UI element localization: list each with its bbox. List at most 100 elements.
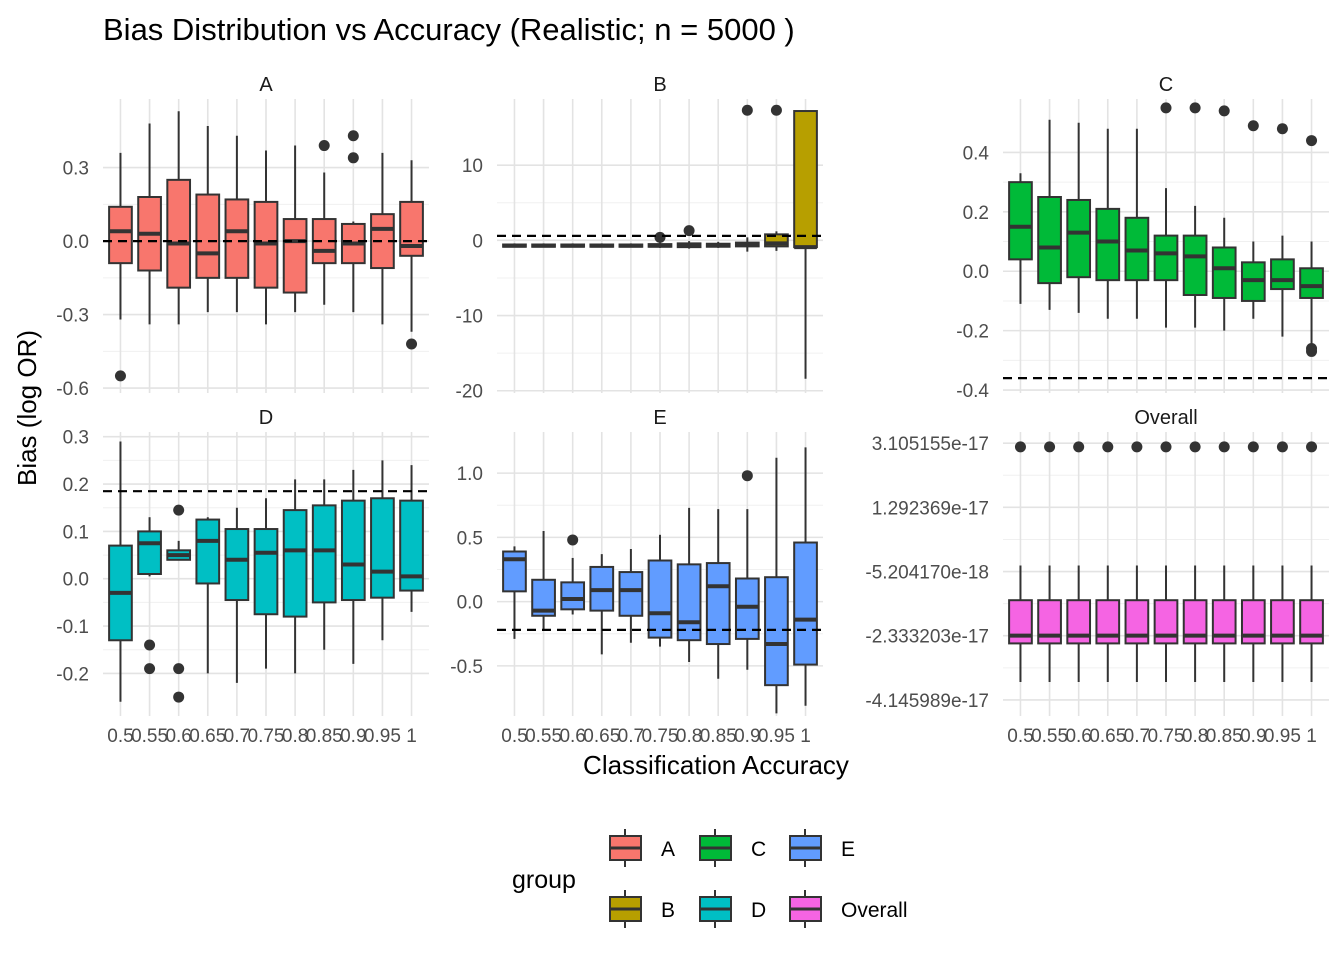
- x-tick-label: 0.95: [364, 726, 401, 747]
- box-0.6: [1066, 441, 1092, 683]
- box-body: [1153, 234, 1179, 282]
- box-body: [1182, 234, 1208, 297]
- box-body: [560, 581, 586, 611]
- box-body: [647, 559, 673, 639]
- outlier-point: [1247, 120, 1259, 132]
- box-body: [1153, 599, 1179, 645]
- y-tick-label: 0.0: [963, 262, 989, 283]
- x-tick-label: 0.85: [700, 726, 737, 747]
- box-0.95: [370, 152, 395, 325]
- box-0.7: [1124, 128, 1150, 319]
- legend-label: C: [751, 838, 766, 861]
- box-body: [1270, 258, 1295, 291]
- y-tick-label: 0.3: [63, 428, 89, 449]
- panel-overall: Overall -4.145989e-17 -2.333203e-17 -5.2041…: [865, 407, 1329, 747]
- outlier-point: [173, 504, 185, 516]
- y-tick-label: 0.2: [63, 475, 89, 496]
- facet-label: E: [653, 407, 666, 429]
- facet-label: B: [653, 74, 666, 96]
- y-tick-label: 0.1: [63, 522, 89, 543]
- box-0.55: [1037, 441, 1062, 683]
- outlier-point: [1160, 441, 1172, 453]
- y-tick-label: 0.0: [63, 232, 89, 253]
- box-body: [370, 497, 395, 599]
- box-0.9: [340, 469, 366, 664]
- box-0.95: [1270, 123, 1295, 337]
- box-0.75: [647, 231, 673, 248]
- box-0.8: [676, 507, 702, 663]
- box-body: [531, 578, 556, 617]
- outlier-point: [770, 104, 782, 116]
- y-tick-label: 3.105155e-17: [872, 434, 989, 455]
- box-0.55: [1037, 119, 1062, 310]
- box-0.8: [1182, 102, 1208, 328]
- box-0.6: [560, 243, 586, 248]
- box-body: [764, 576, 789, 687]
- y-tick-label: 0.0: [63, 570, 89, 591]
- x-tick-label: 0.65: [189, 726, 226, 747]
- box-body: [1211, 246, 1237, 299]
- box-body: [793, 110, 818, 249]
- outlier-point: [1306, 441, 1318, 453]
- box-1: [1299, 135, 1324, 357]
- legend-label: E: [841, 838, 855, 861]
- y-tick-label: -0.1: [56, 617, 89, 638]
- y-tick-label: -0.3: [56, 306, 89, 327]
- box-0.75: [253, 498, 279, 669]
- legend-item-e: E: [789, 829, 855, 867]
- box-0.65: [589, 554, 615, 655]
- box-body: [195, 518, 221, 585]
- outlier-point: [567, 534, 579, 546]
- x-axis-title: Classification Accuracy: [583, 750, 849, 780]
- y-tick-label: -5.204170e-18: [865, 563, 989, 584]
- box-0.55: [531, 530, 556, 630]
- box-0.65: [195, 517, 221, 674]
- box-0.8: [282, 145, 308, 313]
- y-tick-label: -0.2: [56, 664, 89, 685]
- outlier-point: [173, 691, 185, 703]
- x-tick-label: 0.8: [676, 726, 702, 747]
- legend: group A C E B D Overall: [512, 829, 908, 928]
- y-axis-title: Bias (log OR): [12, 330, 42, 486]
- box-0.6: [166, 504, 192, 703]
- x-tick-label: 0.65: [1089, 726, 1126, 747]
- outlier-point: [1247, 441, 1259, 453]
- legend-item-overall: Overall: [789, 890, 908, 928]
- box-body: [1270, 599, 1295, 645]
- x-tick-label: 0.5: [1007, 726, 1033, 747]
- x-tick-label: 1: [406, 726, 417, 747]
- outlier-point: [741, 104, 753, 116]
- legend-item-d: D: [699, 890, 766, 928]
- box-body: [399, 499, 424, 592]
- x-tick-label: 0.6: [1065, 726, 1091, 747]
- outlier-point: [1102, 441, 1114, 453]
- box-0.95: [1270, 441, 1295, 683]
- box-0.95: [764, 457, 789, 714]
- box-0.85: [1211, 105, 1237, 331]
- box-0.6: [1066, 122, 1092, 313]
- box-0.85: [705, 509, 731, 679]
- box-0.8: [676, 225, 702, 249]
- box-1: [793, 447, 818, 706]
- box-0.75: [1153, 441, 1179, 683]
- facet-label: Overall: [1134, 407, 1197, 429]
- y-tick-label: 1.292369e-17: [872, 498, 989, 519]
- box-0.9: [340, 130, 366, 313]
- box-0.95: [764, 104, 789, 251]
- box-0.75: [647, 534, 673, 647]
- facet-label: A: [259, 74, 273, 96]
- facet-label: C: [1159, 74, 1173, 96]
- box-0.9: [1240, 120, 1266, 319]
- x-tick-label: 1: [800, 726, 811, 747]
- x-tick-label: 0.8: [282, 726, 308, 747]
- outlier-point: [1189, 441, 1201, 453]
- y-tick-label: 0.0: [457, 593, 483, 614]
- box-0.65: [589, 243, 615, 248]
- outlier-point: [1276, 123, 1288, 135]
- box-body: [1211, 599, 1237, 645]
- x-tick-label: 0.95: [1264, 726, 1301, 747]
- y-tick-label: 0.2: [963, 203, 989, 224]
- y-tick-label: 0.3: [63, 159, 89, 180]
- box-0.85: [311, 140, 337, 305]
- y-tick-label: 1.0: [457, 464, 483, 485]
